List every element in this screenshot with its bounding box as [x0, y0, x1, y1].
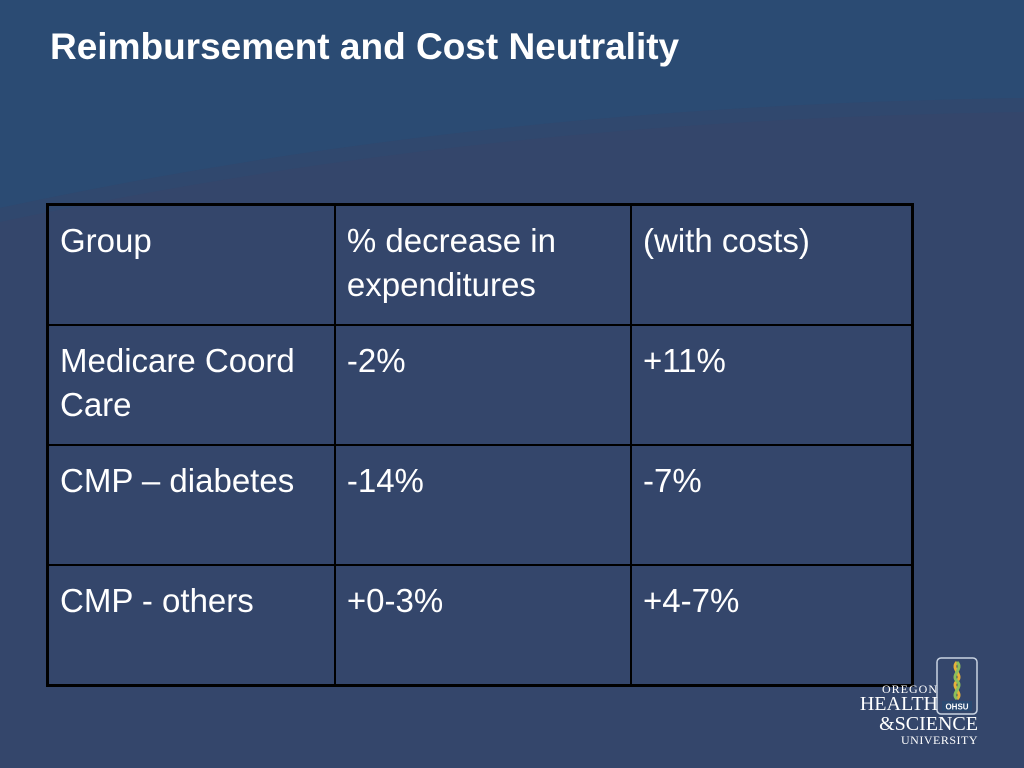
table-cell: +4-7% — [630, 564, 914, 687]
table-row: CMP - others +0-3% +4-7% — [46, 564, 914, 687]
table-cell: -14% — [333, 443, 633, 567]
logo-line-oregon: OREGON — [882, 682, 938, 696]
table-header-cell: % decrease in expenditures — [333, 203, 633, 326]
table-cell: CMP - others — [46, 564, 336, 687]
table-header-row: Group % decrease in expenditures (with c… — [46, 203, 914, 326]
table-row: CMP – diabetes -14% -7% — [46, 443, 914, 567]
table-cell: Medicare Coord Care — [46, 323, 336, 447]
slide-title: Reimbursement and Cost Neutrality — [50, 26, 680, 67]
data-table: Group % decrease in expenditures (with c… — [46, 203, 914, 687]
ohsu-emblem-icon: OHSU — [936, 657, 978, 715]
ohsu-logo: OHSU OREGON HEALTH &SCIENCE UNIVERSITY — [848, 655, 982, 751]
table-cell: -2% — [333, 323, 633, 447]
table-header-cell: Group — [46, 203, 336, 326]
table-cell: CMP – diabetes — [46, 443, 336, 567]
logo-badge-text: OHSU — [945, 703, 968, 712]
logo-line-science: &SCIENCE — [879, 713, 978, 735]
table-cell: -7% — [630, 443, 914, 567]
logo-line-university: UNIVERSITY — [901, 733, 978, 747]
table-header-cell: (with costs) — [630, 203, 914, 326]
logo-line-health: HEALTH — [859, 693, 938, 715]
table-row: Medicare Coord Care -2% +11% — [46, 323, 914, 447]
table-cell: +0-3% — [333, 564, 633, 687]
table-cell: +11% — [630, 323, 914, 447]
